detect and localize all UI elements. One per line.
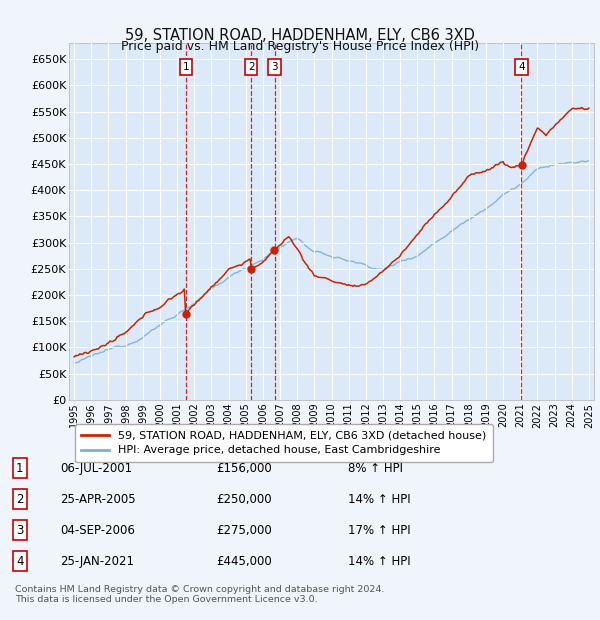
Text: 14% ↑ HPI: 14% ↑ HPI [348,493,410,505]
Text: 4: 4 [16,555,23,567]
Text: 8% ↑ HPI: 8% ↑ HPI [348,462,403,474]
Text: £275,000: £275,000 [216,524,272,536]
Text: 2: 2 [16,493,23,505]
Legend: 59, STATION ROAD, HADDENHAM, ELY, CB6 3XD (detached house), HPI: Average price, : 59, STATION ROAD, HADDENHAM, ELY, CB6 3X… [74,424,493,462]
Text: 3: 3 [16,524,23,536]
Text: 1: 1 [16,462,23,474]
Text: 04-SEP-2006: 04-SEP-2006 [60,524,135,536]
Text: Contains HM Land Registry data © Crown copyright and database right 2024.
This d: Contains HM Land Registry data © Crown c… [15,585,385,604]
Text: £156,000: £156,000 [216,462,272,474]
Text: 06-JUL-2001: 06-JUL-2001 [60,462,132,474]
Text: 14% ↑ HPI: 14% ↑ HPI [348,555,410,567]
Text: £445,000: £445,000 [216,555,272,567]
Text: 25-JAN-2021: 25-JAN-2021 [60,555,134,567]
Text: Price paid vs. HM Land Registry's House Price Index (HPI): Price paid vs. HM Land Registry's House … [121,40,479,53]
Text: 25-APR-2005: 25-APR-2005 [60,493,136,505]
Text: £250,000: £250,000 [216,493,272,505]
Text: 59, STATION ROAD, HADDENHAM, ELY, CB6 3XD: 59, STATION ROAD, HADDENHAM, ELY, CB6 3X… [125,28,475,43]
Text: 1: 1 [183,62,190,72]
Text: 17% ↑ HPI: 17% ↑ HPI [348,524,410,536]
Text: 2: 2 [248,62,254,72]
Text: 4: 4 [518,62,525,72]
Text: 3: 3 [271,62,278,72]
